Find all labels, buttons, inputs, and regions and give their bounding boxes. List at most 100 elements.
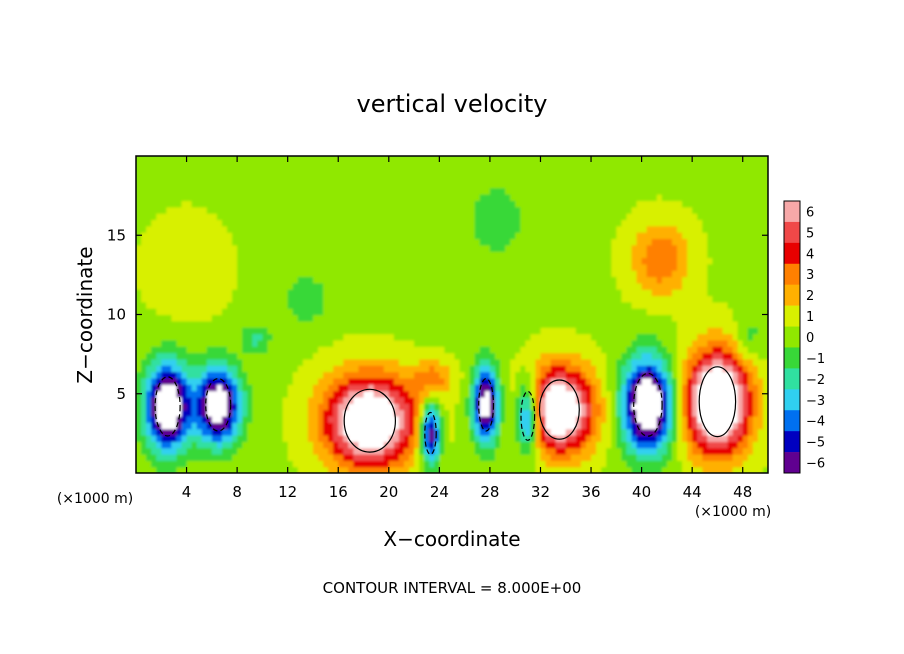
field-cell: [560, 415, 567, 423]
field-cell: [312, 428, 319, 436]
field-cell: [489, 447, 496, 455]
field-cell: [181, 460, 188, 468]
field-cell: [176, 232, 183, 240]
field-cell: [560, 225, 567, 233]
field-cell: [510, 403, 516, 411]
field-cell: [535, 232, 542, 240]
field-cell: [424, 219, 430, 227]
field-cell: [353, 409, 360, 417]
field-cell: [757, 270, 764, 278]
field-cell: [277, 327, 284, 335]
field-cell: [500, 377, 506, 385]
field-cell: [449, 314, 456, 322]
field-cell: [474, 384, 481, 392]
field-cell: [227, 441, 233, 449]
field-cell: [257, 270, 263, 278]
field-cell: [358, 232, 365, 240]
field-cell: [211, 434, 218, 442]
field-cell: [661, 422, 668, 430]
field-cell: [742, 441, 749, 449]
field-cell: [257, 276, 263, 284]
field-cell: [580, 358, 587, 366]
field-cell: [151, 441, 157, 449]
field-cell: [287, 409, 294, 417]
field-cell: [196, 409, 203, 417]
field-cell: [682, 371, 688, 379]
field-cell: [353, 219, 360, 227]
field-cell: [211, 333, 218, 341]
field-cell: [469, 308, 476, 316]
field-cell: [343, 377, 349, 385]
field-cell: [671, 270, 678, 278]
field-cell: [752, 403, 759, 411]
field-cell: [388, 339, 395, 347]
field-cell: [722, 352, 729, 360]
field-cell: [469, 244, 476, 252]
field-cell: [515, 441, 521, 449]
field-cell: [752, 466, 759, 473]
field-cell: [641, 466, 648, 473]
field-cell: [459, 295, 466, 303]
field-cell: [454, 238, 461, 246]
field-cell: [247, 365, 253, 373]
field-cell: [596, 384, 602, 392]
field-cell: [474, 232, 481, 240]
field-cell: [211, 295, 218, 303]
field-cell: [666, 282, 673, 290]
field-cell: [550, 447, 557, 455]
field-cell: [555, 225, 562, 233]
field-cell: [136, 320, 142, 328]
field-cell: [742, 276, 749, 284]
field-cell: [697, 333, 703, 341]
field-cell: [439, 308, 446, 316]
field-cell: [676, 460, 683, 468]
field-cell: [393, 441, 400, 449]
field-cell: [141, 238, 147, 246]
field-cell: [752, 441, 759, 449]
field-cell: [661, 396, 668, 404]
field-cell: [348, 466, 355, 473]
field-cell: [449, 434, 456, 442]
field-cell: [166, 365, 172, 373]
field-cell: [403, 270, 410, 278]
field-cell: [353, 327, 360, 335]
field-cell: [515, 415, 521, 423]
field-cell: [277, 276, 284, 284]
field-cell: [565, 371, 572, 379]
field-cell: [591, 346, 597, 354]
field-cell: [307, 422, 314, 430]
field-cell: [338, 466, 344, 473]
field-cell: [500, 244, 506, 252]
field-cell: [727, 377, 734, 385]
field-cell: [520, 327, 526, 335]
field-cell: [585, 365, 592, 373]
field-cell: [616, 238, 622, 246]
field-cell: [277, 352, 284, 360]
field-cell: [272, 270, 279, 278]
field-cell: [201, 453, 208, 461]
field-cell: [282, 396, 289, 404]
field-cell: [601, 460, 607, 468]
field-cell: [631, 308, 638, 316]
field-cell: [146, 453, 152, 461]
field-cell: [267, 384, 274, 392]
field-cell: [474, 295, 481, 303]
field-cell: [682, 301, 688, 309]
field-cell: [216, 289, 223, 297]
field-cell: [560, 314, 567, 322]
field-cell: [211, 263, 218, 271]
field-cell: [186, 257, 193, 265]
field-cell: [227, 282, 233, 290]
field-cell: [237, 225, 243, 233]
field-cell: [535, 390, 542, 398]
field-cell: [409, 390, 415, 398]
field-cell: [661, 263, 668, 271]
field-cell: [510, 257, 516, 265]
field-cell: [722, 333, 729, 341]
field-cell: [196, 339, 203, 347]
field-cell: [626, 390, 633, 398]
field-cell: [606, 232, 612, 240]
field-cell: [596, 447, 602, 455]
field-cell: [378, 403, 385, 411]
field-cell: [752, 263, 759, 271]
